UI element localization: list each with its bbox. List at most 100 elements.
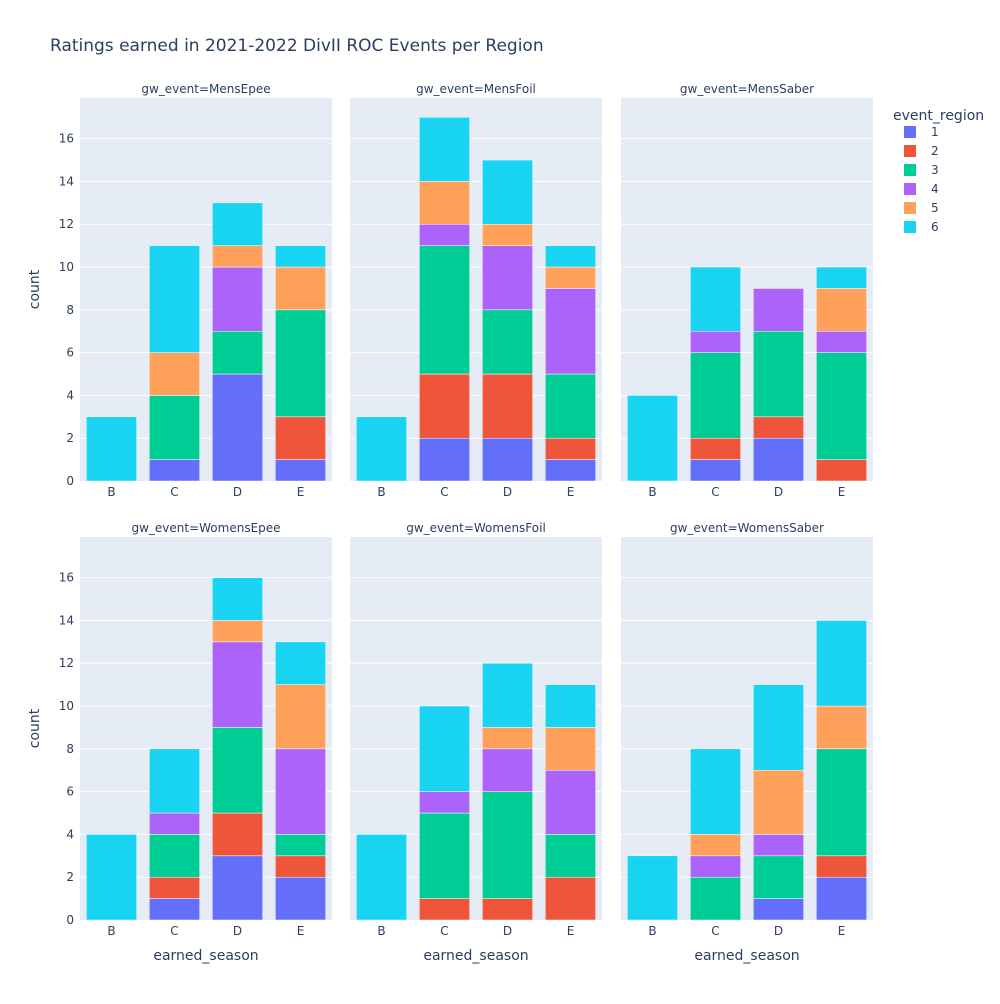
legend-swatch — [904, 221, 916, 233]
bar-segment-region-1 — [149, 459, 200, 482]
bar-segment-region-2 — [419, 373, 470, 439]
bar-segment-region-6 — [690, 748, 741, 835]
legend-entry: 3 — [931, 163, 939, 177]
bar-segment-region-4 — [212, 641, 263, 728]
bar-segment-region-3 — [149, 395, 200, 460]
bar-segment-region-5 — [753, 769, 804, 835]
bar-segment-region-6 — [482, 159, 533, 225]
bar-segment-region-3 — [275, 309, 326, 418]
x-tick-label: B — [648, 924, 656, 938]
legend-swatch — [904, 126, 916, 138]
bar-segment-region-6 — [356, 416, 407, 482]
x-tick-label: C — [440, 924, 448, 938]
bar-segment-region-2 — [816, 459, 867, 482]
bar-segment-region-3 — [816, 748, 867, 857]
bar-segment-region-3 — [690, 876, 741, 921]
bar-segment-region-3 — [753, 855, 804, 899]
x-axis-label: earned_season — [694, 948, 799, 964]
bar-segment-region-3 — [275, 834, 326, 857]
y-tick-label: 6 — [66, 346, 74, 360]
bar-segment-region-4 — [275, 748, 326, 835]
y-tick-label: 10 — [59, 260, 74, 274]
bar-segment-region-6 — [149, 245, 200, 353]
x-tick-label: B — [377, 924, 385, 938]
legend-entry: 1 — [931, 125, 939, 139]
panel-2: gw_event=MensFoil B C D E — [350, 82, 602, 499]
bar-segment-region-4 — [545, 769, 596, 835]
bar-segment-region-4 — [419, 791, 470, 814]
bar-segment-region-2 — [753, 416, 804, 439]
bar-segment-region-6 — [753, 684, 804, 771]
bar-segment-region-6 — [149, 748, 200, 814]
x-tick-label: D — [774, 485, 783, 499]
bar-segment-region-6 — [212, 577, 263, 621]
bar-segment-region-2 — [275, 855, 326, 878]
bar-segment-region-2 — [275, 416, 326, 460]
legend-entry: 5 — [931, 201, 939, 215]
legend-entry: 2 — [931, 144, 939, 158]
bar-segment-region-4 — [753, 834, 804, 857]
bar-segment-region-2 — [690, 437, 741, 460]
bar-segment-region-2 — [212, 812, 263, 857]
bar-segment-region-6 — [275, 641, 326, 685]
y-tick-label: 16 — [59, 132, 74, 146]
bar-segment-region-5 — [149, 352, 200, 396]
y-tick-label: 4 — [66, 827, 74, 841]
bar-segment-region-6 — [212, 202, 263, 246]
panel-title: gw_event=MensFoil — [416, 82, 536, 96]
x-tick-label: B — [648, 485, 656, 499]
bar-segment-region-1 — [816, 876, 867, 921]
y-tick-label: 0 — [66, 474, 74, 488]
y-tick-label: 12 — [59, 217, 74, 231]
bar-segment-region-2 — [545, 437, 596, 460]
bar-segment-region-3 — [690, 352, 741, 439]
bar-segment-region-2 — [482, 373, 533, 439]
x-tick-label: B — [377, 485, 385, 499]
y-tick-label: 6 — [66, 785, 74, 799]
bar-segment-region-1 — [149, 898, 200, 921]
bar-segment-region-4 — [753, 288, 804, 332]
panel-3: gw_event=MensSaber B C D E — [621, 82, 873, 499]
bar-segment-region-6 — [545, 684, 596, 728]
bar-segment-region-5 — [690, 834, 741, 857]
bar-segment-region-6 — [86, 416, 137, 482]
x-tick-label: C — [711, 485, 719, 499]
legend-swatch — [904, 164, 916, 176]
bar-segment-region-3 — [149, 834, 200, 878]
bar-segment-region-4 — [816, 330, 867, 353]
panel-title: gw_event=WomensFoil — [406, 521, 546, 535]
bar-segment-region-5 — [482, 223, 533, 246]
bar-segment-region-5 — [275, 684, 326, 750]
bar-segment-region-1 — [212, 855, 263, 921]
x-tick-label: E — [838, 924, 846, 938]
panel-title: gw_event=WomensSaber — [670, 521, 824, 535]
panel-4: 0 2 4 6 8 10 12 14 16 count gw_event=WomensEpee B C D… — [27, 521, 332, 964]
x-tick-label: E — [297, 485, 305, 499]
bar-segment-region-5 — [419, 181, 470, 225]
bar-segment-region-4 — [690, 330, 741, 353]
x-tick-label: B — [107, 924, 115, 938]
bar-segment-region-3 — [419, 245, 470, 375]
bar-segment-region-1 — [419, 437, 470, 482]
bar-segment-region-5 — [545, 727, 596, 771]
bar-segment-region-3 — [816, 352, 867, 460]
bar-segment-region-6 — [356, 834, 407, 921]
x-tick-label: D — [503, 924, 512, 938]
bar-segment-region-4 — [690, 855, 741, 878]
y-tick-label: 12 — [59, 656, 74, 670]
bar-segment-region-5 — [212, 245, 263, 268]
x-tick-label: E — [297, 924, 305, 938]
y-tick-label: 14 — [59, 174, 74, 188]
bar-segment-region-6 — [419, 705, 470, 792]
legend-swatch — [904, 145, 916, 157]
bar-segment-region-4 — [212, 266, 263, 332]
y-axis-label: count — [27, 708, 43, 748]
bar-segment-region-6 — [816, 620, 867, 707]
bar-segment-region-4 — [149, 812, 200, 835]
bar-segment-region-2 — [149, 876, 200, 899]
x-tick-label: D — [233, 485, 242, 499]
bar-segment-region-5 — [482, 727, 533, 750]
panel-title: gw_event=WomensEpee — [131, 521, 280, 535]
